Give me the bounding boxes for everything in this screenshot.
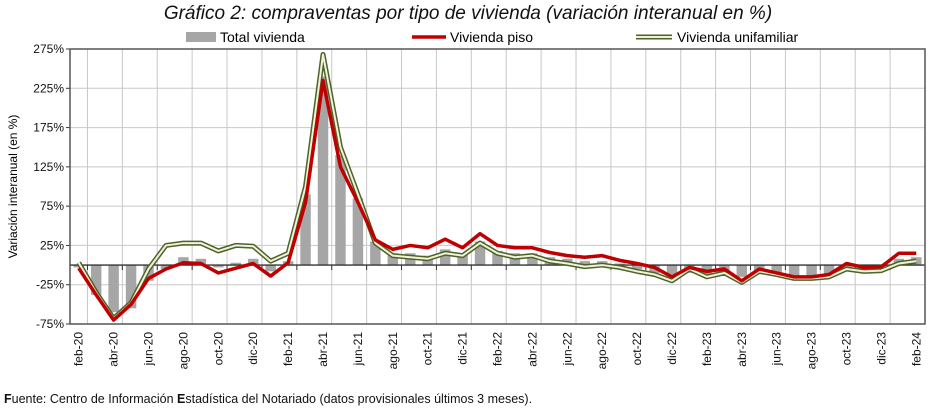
bar-total-vivienda: [108, 265, 119, 313]
x-tick-label: feb-20: [72, 332, 86, 366]
bar-total-vivienda: [788, 265, 800, 277]
bar-total-vivienda: [492, 250, 503, 266]
bar-total-vivienda: [317, 76, 329, 266]
bar-total-vivienda: [160, 265, 172, 269]
x-tick-label: ago-23: [805, 332, 819, 370]
y-tick-label: 225%: [33, 81, 64, 95]
x-tick-label: abr-23: [735, 332, 749, 367]
x-tick-label: dic-20: [246, 332, 260, 365]
x-tick-label: dic-22: [665, 332, 679, 365]
x-tick-label: ago-21: [386, 332, 400, 370]
bar-total-vivienda: [90, 265, 102, 295]
bar-total-vivienda: [300, 194, 311, 266]
x-tick-label: jun-22: [560, 332, 574, 367]
bar-total-vivienda: [579, 261, 590, 266]
x-tick-label: jun-20: [142, 332, 156, 367]
x-tick-label: ago-20: [176, 332, 190, 370]
x-tick-label: abr-22: [525, 332, 539, 367]
x-tick-label: feb-23: [700, 332, 714, 366]
legend-label-vivienda-unifamiliar: Vivienda unifamiliar: [677, 29, 798, 45]
y-tick-label: -75%: [36, 317, 64, 331]
y-tick-label: 125%: [33, 160, 64, 174]
chart-title: Gráfico 2: compraventas por tipo de vivi…: [163, 3, 773, 24]
y-tick-label: 275%: [33, 42, 64, 56]
bar-total-vivienda: [614, 263, 625, 266]
x-tick-label: jun-23: [770, 332, 784, 367]
bar-total-vivienda: [387, 253, 399, 266]
line-vivienda-piso: [77, 78, 917, 322]
y-tick-label: -25%: [36, 278, 64, 292]
bar-total-vivienda: [474, 241, 486, 266]
bar-total-vivienda: [736, 265, 748, 277]
x-tick-label: dic-23: [874, 332, 888, 365]
bar-total-vivienda: [352, 198, 364, 266]
legend-swatch-total-vivienda: [186, 32, 216, 42]
x-tick-label: oct-23: [839, 332, 853, 366]
bar-total-vivienda: [527, 253, 538, 266]
y-tick-label: 25%: [40, 238, 64, 252]
x-tick-label: oct-20: [211, 332, 225, 366]
y-tick-label: 75%: [40, 199, 64, 213]
plot-frame: [69, 48, 926, 325]
x-tick-label: oct-22: [630, 332, 644, 366]
y-axis-label: Variación interanual (en %): [6, 115, 20, 259]
bar-total-vivienda: [125, 265, 137, 309]
bar-total-vivienda: [823, 265, 835, 275]
x-tick-label: feb-22: [491, 332, 505, 366]
bar-total-vivienda: [370, 241, 381, 266]
bar-total-vivienda: [457, 253, 468, 266]
bar-total-vivienda: [771, 265, 782, 275]
x-tick-label: oct-21: [421, 332, 435, 366]
legend-label-total-vivienda: Total vivienda: [220, 29, 305, 45]
bar-total-vivienda: [265, 265, 276, 272]
bar-total-vivienda: [439, 249, 451, 266]
bar-total-vivienda: [666, 265, 678, 275]
line-vivienda-unifamiliar: [76, 52, 917, 321]
y-tick-label: 175%: [33, 121, 64, 135]
x-tick-label: abr-21: [316, 332, 330, 367]
x-tick-label: feb-24: [909, 332, 923, 366]
bar-total-vivienda: [631, 265, 643, 269]
x-tick-label: feb-21: [281, 332, 295, 366]
x-tick-label: dic-21: [456, 332, 470, 365]
x-tick-label: jun-21: [351, 332, 365, 367]
chart-source-note: Fuente: Centro de Información Estadístic…: [4, 392, 533, 406]
bar-total-vivienda: [213, 265, 224, 268]
bar-total-vivienda: [335, 155, 346, 266]
bar-total-vivienda: [806, 265, 817, 277]
x-tick-label: ago-22: [595, 332, 609, 370]
x-tick-label: abr-20: [107, 332, 121, 367]
bar-total-vivienda: [230, 262, 241, 266]
legend-label-vivienda-piso: Vivienda piso: [450, 29, 533, 45]
